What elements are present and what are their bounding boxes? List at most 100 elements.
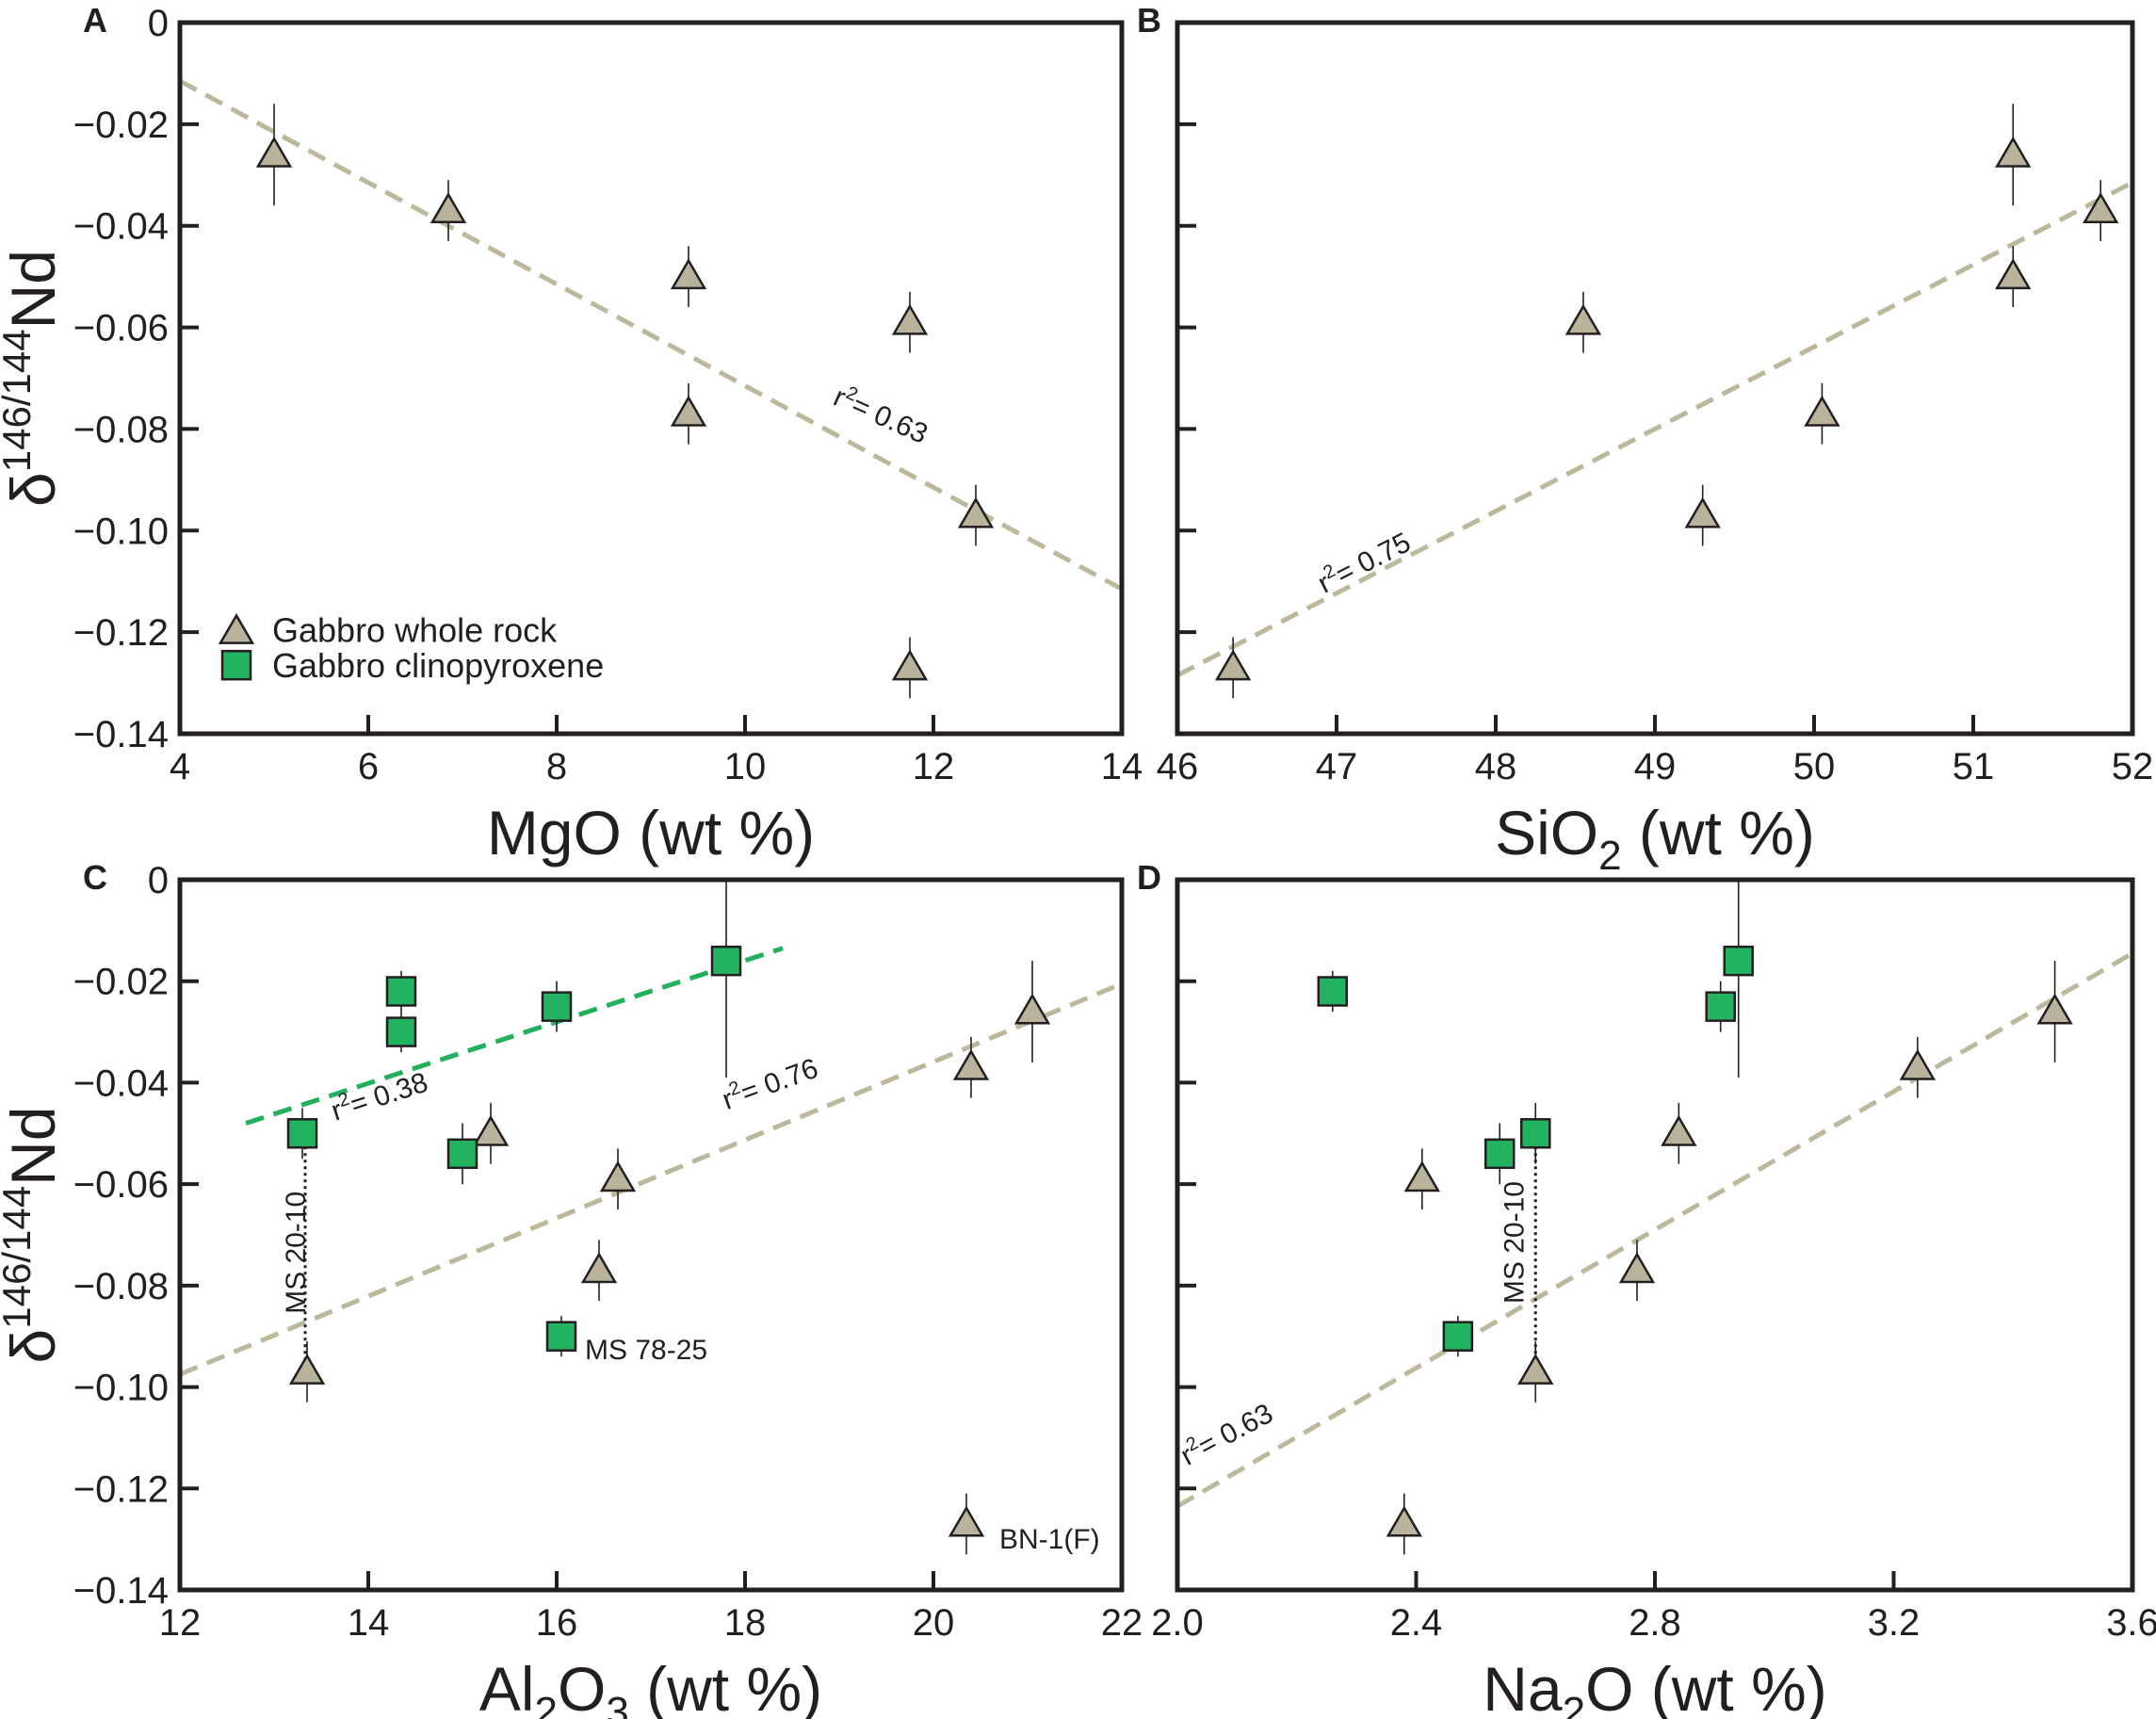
whole-rock-point — [1618, 1252, 1656, 1284]
fit-line-whole_rock — [1177, 950, 2132, 1509]
whole-rock-point — [599, 1160, 637, 1192]
y-tick-label: 0 — [148, 3, 169, 44]
whole-rock-point — [1995, 258, 2032, 290]
x-tick-label: 2.8 — [1629, 1602, 1681, 1644]
cpx-point — [1723, 945, 1754, 977]
x-tick-label: 49 — [1634, 746, 1677, 787]
sample-annotation: BN-1(F) — [999, 1524, 1100, 1555]
whole-rock-point — [1013, 993, 1051, 1025]
plot-frame — [1175, 877, 2135, 1593]
whole-rock-point — [1517, 1353, 1554, 1385]
y-axis-label: δ146/144Nd — [0, 1107, 68, 1364]
x-tick-label: 6 — [358, 746, 379, 787]
cpx-point — [545, 1321, 577, 1352]
whole-rock-point — [1995, 136, 2032, 168]
y-tick-label: −0.10 — [73, 511, 169, 552]
cpx-point — [1520, 1118, 1551, 1149]
whole-rock-point — [580, 1252, 618, 1284]
y-tick-label: −0.08 — [73, 409, 169, 450]
x-tick-label: 50 — [1793, 746, 1836, 787]
panel-label-c: C — [83, 858, 107, 897]
x-axis-label: SiO2 (wt %) — [1495, 798, 1815, 879]
fit-line-whole_rock — [180, 78, 1122, 592]
whole-rock-point — [2083, 192, 2119, 224]
x-tick-label: 10 — [724, 746, 767, 787]
whole-rock-point — [670, 258, 707, 290]
whole-rock-point — [948, 1505, 985, 1537]
x-tick-label: 51 — [1953, 746, 1995, 787]
cpx-point — [1483, 1138, 1516, 1170]
whole-rock-point — [430, 192, 467, 224]
x-tick-label: 16 — [536, 1602, 578, 1644]
y-axis-label: δ146/144Nd — [0, 250, 68, 507]
y-tick-label: 0 — [148, 860, 169, 901]
x-tick-label: 14 — [348, 1602, 390, 1644]
y-tick-label: −0.14 — [73, 714, 169, 755]
y-tick-label: −0.08 — [73, 1266, 169, 1307]
whole-rock-point — [957, 496, 995, 528]
x-tick-label: 12 — [159, 1602, 202, 1644]
fit-line-whole_rock — [180, 981, 1122, 1377]
x-tick-label: 4 — [170, 746, 190, 787]
cpx-point — [1317, 976, 1349, 1007]
whole-rock-point — [891, 649, 929, 681]
cpx-point — [286, 1118, 318, 1149]
sample-annotation: MS 20-10 — [281, 1192, 312, 1314]
legend-cpx: Gabbro clinopyroxene — [272, 646, 604, 685]
legend-triangle-icon — [218, 612, 255, 644]
x-tick-label: 20 — [913, 1602, 955, 1644]
plot-frame — [177, 20, 1125, 737]
whole-rock-point — [1684, 496, 1721, 528]
x-tick-label: 2.0 — [1151, 1602, 1204, 1644]
whole-rock-point — [1386, 1505, 1422, 1537]
cpx-point — [1705, 991, 1736, 1022]
x-tick-label: 8 — [546, 746, 567, 787]
x-tick-label: 48 — [1475, 746, 1517, 787]
cpx-point — [541, 991, 573, 1022]
x-tick-label: 3.2 — [1868, 1602, 1921, 1644]
x-tick-label: 14 — [1101, 746, 1143, 787]
whole-rock-point — [1564, 303, 1602, 335]
whole-rock-point — [2036, 993, 2073, 1025]
cpx-point — [710, 945, 742, 977]
cpx-point — [385, 976, 417, 1007]
fit-line-whole_rock — [1177, 180, 2132, 678]
x-axis-label: MgO (wt %) — [487, 798, 815, 868]
panel-label-a: A — [83, 1, 107, 40]
plot-frame — [1175, 20, 2135, 737]
whole-rock-point — [255, 136, 293, 168]
x-tick-label: 47 — [1316, 746, 1358, 787]
legend-whole-rock: Gabbro whole rock — [272, 610, 558, 649]
whole-rock-point — [1661, 1114, 1697, 1146]
x-tick-label: 22 — [1101, 1602, 1143, 1644]
x-tick-label: 52 — [2112, 746, 2154, 787]
fit-line-cpx — [245, 946, 784, 1126]
whole-rock-point — [1804, 395, 1840, 427]
x-axis-label: Na2O (wt %) — [1483, 1654, 1827, 1719]
whole-rock-point — [1899, 1048, 1937, 1080]
sample-annotation: MS 78-25 — [585, 1335, 707, 1366]
whole-rock-point — [891, 303, 929, 335]
y-tick-label: −0.10 — [73, 1368, 169, 1409]
y-tick-label: −0.04 — [73, 1062, 169, 1104]
y-tick-label: −0.14 — [73, 1570, 169, 1612]
whole-rock-point — [288, 1353, 326, 1385]
legend-square-icon — [220, 649, 252, 681]
y-tick-label: −0.06 — [73, 308, 169, 349]
y-tick-label: −0.02 — [73, 962, 169, 1003]
cpx-point — [385, 1016, 417, 1047]
whole-rock-point — [670, 395, 707, 427]
whole-rock-point — [952, 1048, 990, 1080]
x-tick-label: 3.6 — [2106, 1602, 2156, 1644]
cpx-point — [446, 1138, 478, 1170]
whole-rock-point — [472, 1114, 510, 1146]
panel-label-b: B — [1137, 1, 1161, 40]
x-tick-label: 18 — [724, 1602, 767, 1644]
cpx-point — [1442, 1321, 1474, 1352]
whole-rock-point — [1403, 1160, 1441, 1192]
y-tick-label: −0.12 — [73, 1468, 169, 1510]
